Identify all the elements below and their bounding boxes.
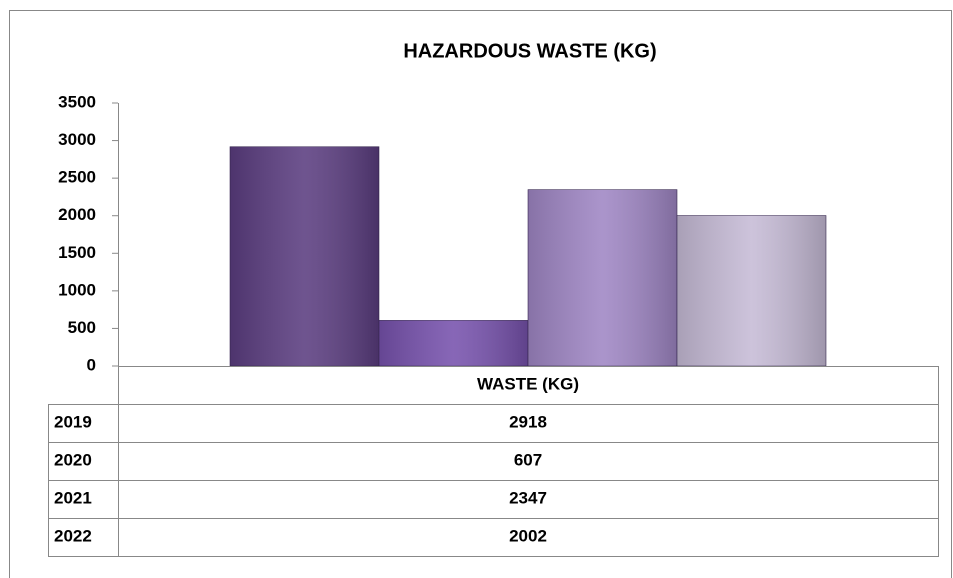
table-value-cell bbox=[118, 518, 939, 557]
bar-shade bbox=[677, 215, 826, 366]
table-value: 2918 bbox=[509, 412, 547, 431]
table-row-label: 2021 bbox=[54, 488, 92, 507]
table-header: WASTE (KG) bbox=[477, 374, 579, 393]
bar-shade bbox=[528, 189, 677, 366]
y-tick-label: 500 bbox=[68, 318, 96, 337]
y-tick-label: 0 bbox=[87, 355, 96, 374]
y-tick-label: 2500 bbox=[58, 168, 96, 187]
y-tick-label: 3500 bbox=[58, 92, 96, 111]
table-row-label: 2020 bbox=[54, 450, 92, 469]
table-row-label: 2022 bbox=[54, 526, 92, 545]
y-tick-label: 1500 bbox=[58, 243, 96, 262]
table-value: 2347 bbox=[509, 488, 547, 507]
y-tick-label: 3000 bbox=[58, 130, 96, 149]
y-tick-label: 1000 bbox=[58, 280, 96, 299]
table-value: 607 bbox=[514, 450, 542, 469]
bar-shade bbox=[230, 146, 379, 366]
y-tick-label: 2000 bbox=[58, 205, 96, 224]
table-row-label: 2019 bbox=[54, 412, 92, 431]
table-value: 2002 bbox=[509, 526, 547, 545]
chart-title: HAZARDOUS WASTE (KG) bbox=[403, 40, 656, 62]
bar-shade bbox=[379, 320, 528, 366]
